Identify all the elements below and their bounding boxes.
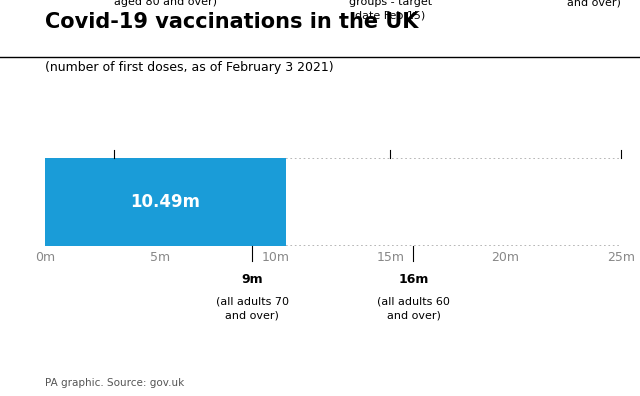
Text: (top four priority
groups - target
date Feb 15): (top four priority groups - target date … [344,0,436,21]
Text: 10.49m: 10.49m [131,193,201,211]
Text: (equivalent of all adults
aged 80 and over): (equivalent of all adults aged 80 and ov… [114,0,246,8]
Text: PA graphic. Source: gov.uk: PA graphic. Source: gov.uk [45,378,184,388]
Text: (number of first doses, as of February 3 2021): (number of first doses, as of February 3… [45,61,333,74]
Bar [45,158,287,246]
Text: (all adults 60
and over): (all adults 60 and over) [377,297,450,320]
Text: 16m: 16m [398,273,429,286]
Text: (all adults 70
and over): (all adults 70 and over) [216,297,289,320]
Text: 9m: 9m [241,273,263,286]
Text: (all adults 50
and over): (all adults 50 and over) [548,0,621,8]
Text: Covid-19 vaccinations in the UK: Covid-19 vaccinations in the UK [45,12,418,32]
